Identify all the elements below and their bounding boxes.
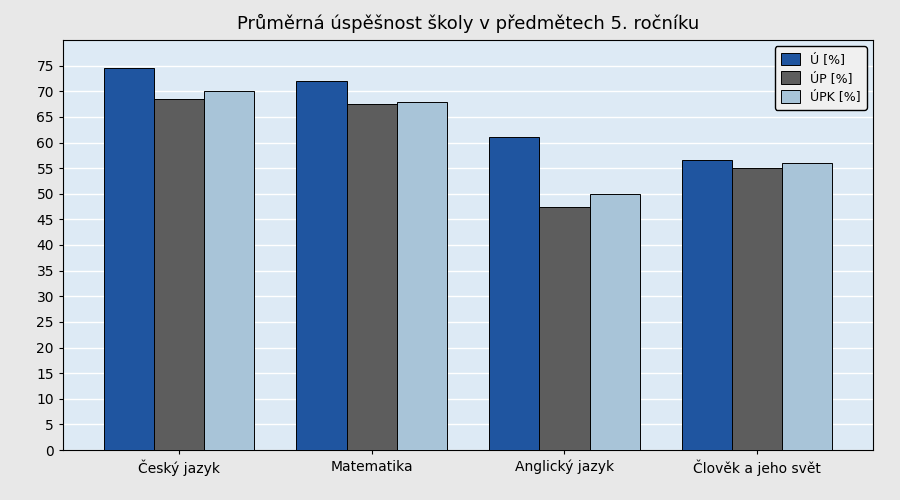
Legend: Ú [%], ÚP [%], ÚPK [%]: Ú [%], ÚP [%], ÚPK [%] bbox=[775, 46, 867, 110]
Bar bbox=[590, 194, 640, 450]
Bar bbox=[346, 104, 397, 450]
Bar bbox=[154, 99, 203, 450]
Bar bbox=[397, 102, 446, 450]
Bar bbox=[490, 138, 539, 450]
Title: Průměrná úspěšnost školy v předmětech 5. ročníku: Průměrná úspěšnost školy v předmětech 5.… bbox=[237, 14, 699, 33]
Bar bbox=[104, 68, 154, 450]
Bar bbox=[782, 163, 833, 450]
Bar bbox=[682, 160, 733, 450]
Bar bbox=[296, 81, 346, 450]
Bar bbox=[539, 206, 590, 450]
Bar bbox=[733, 168, 782, 450]
Bar bbox=[203, 91, 254, 450]
